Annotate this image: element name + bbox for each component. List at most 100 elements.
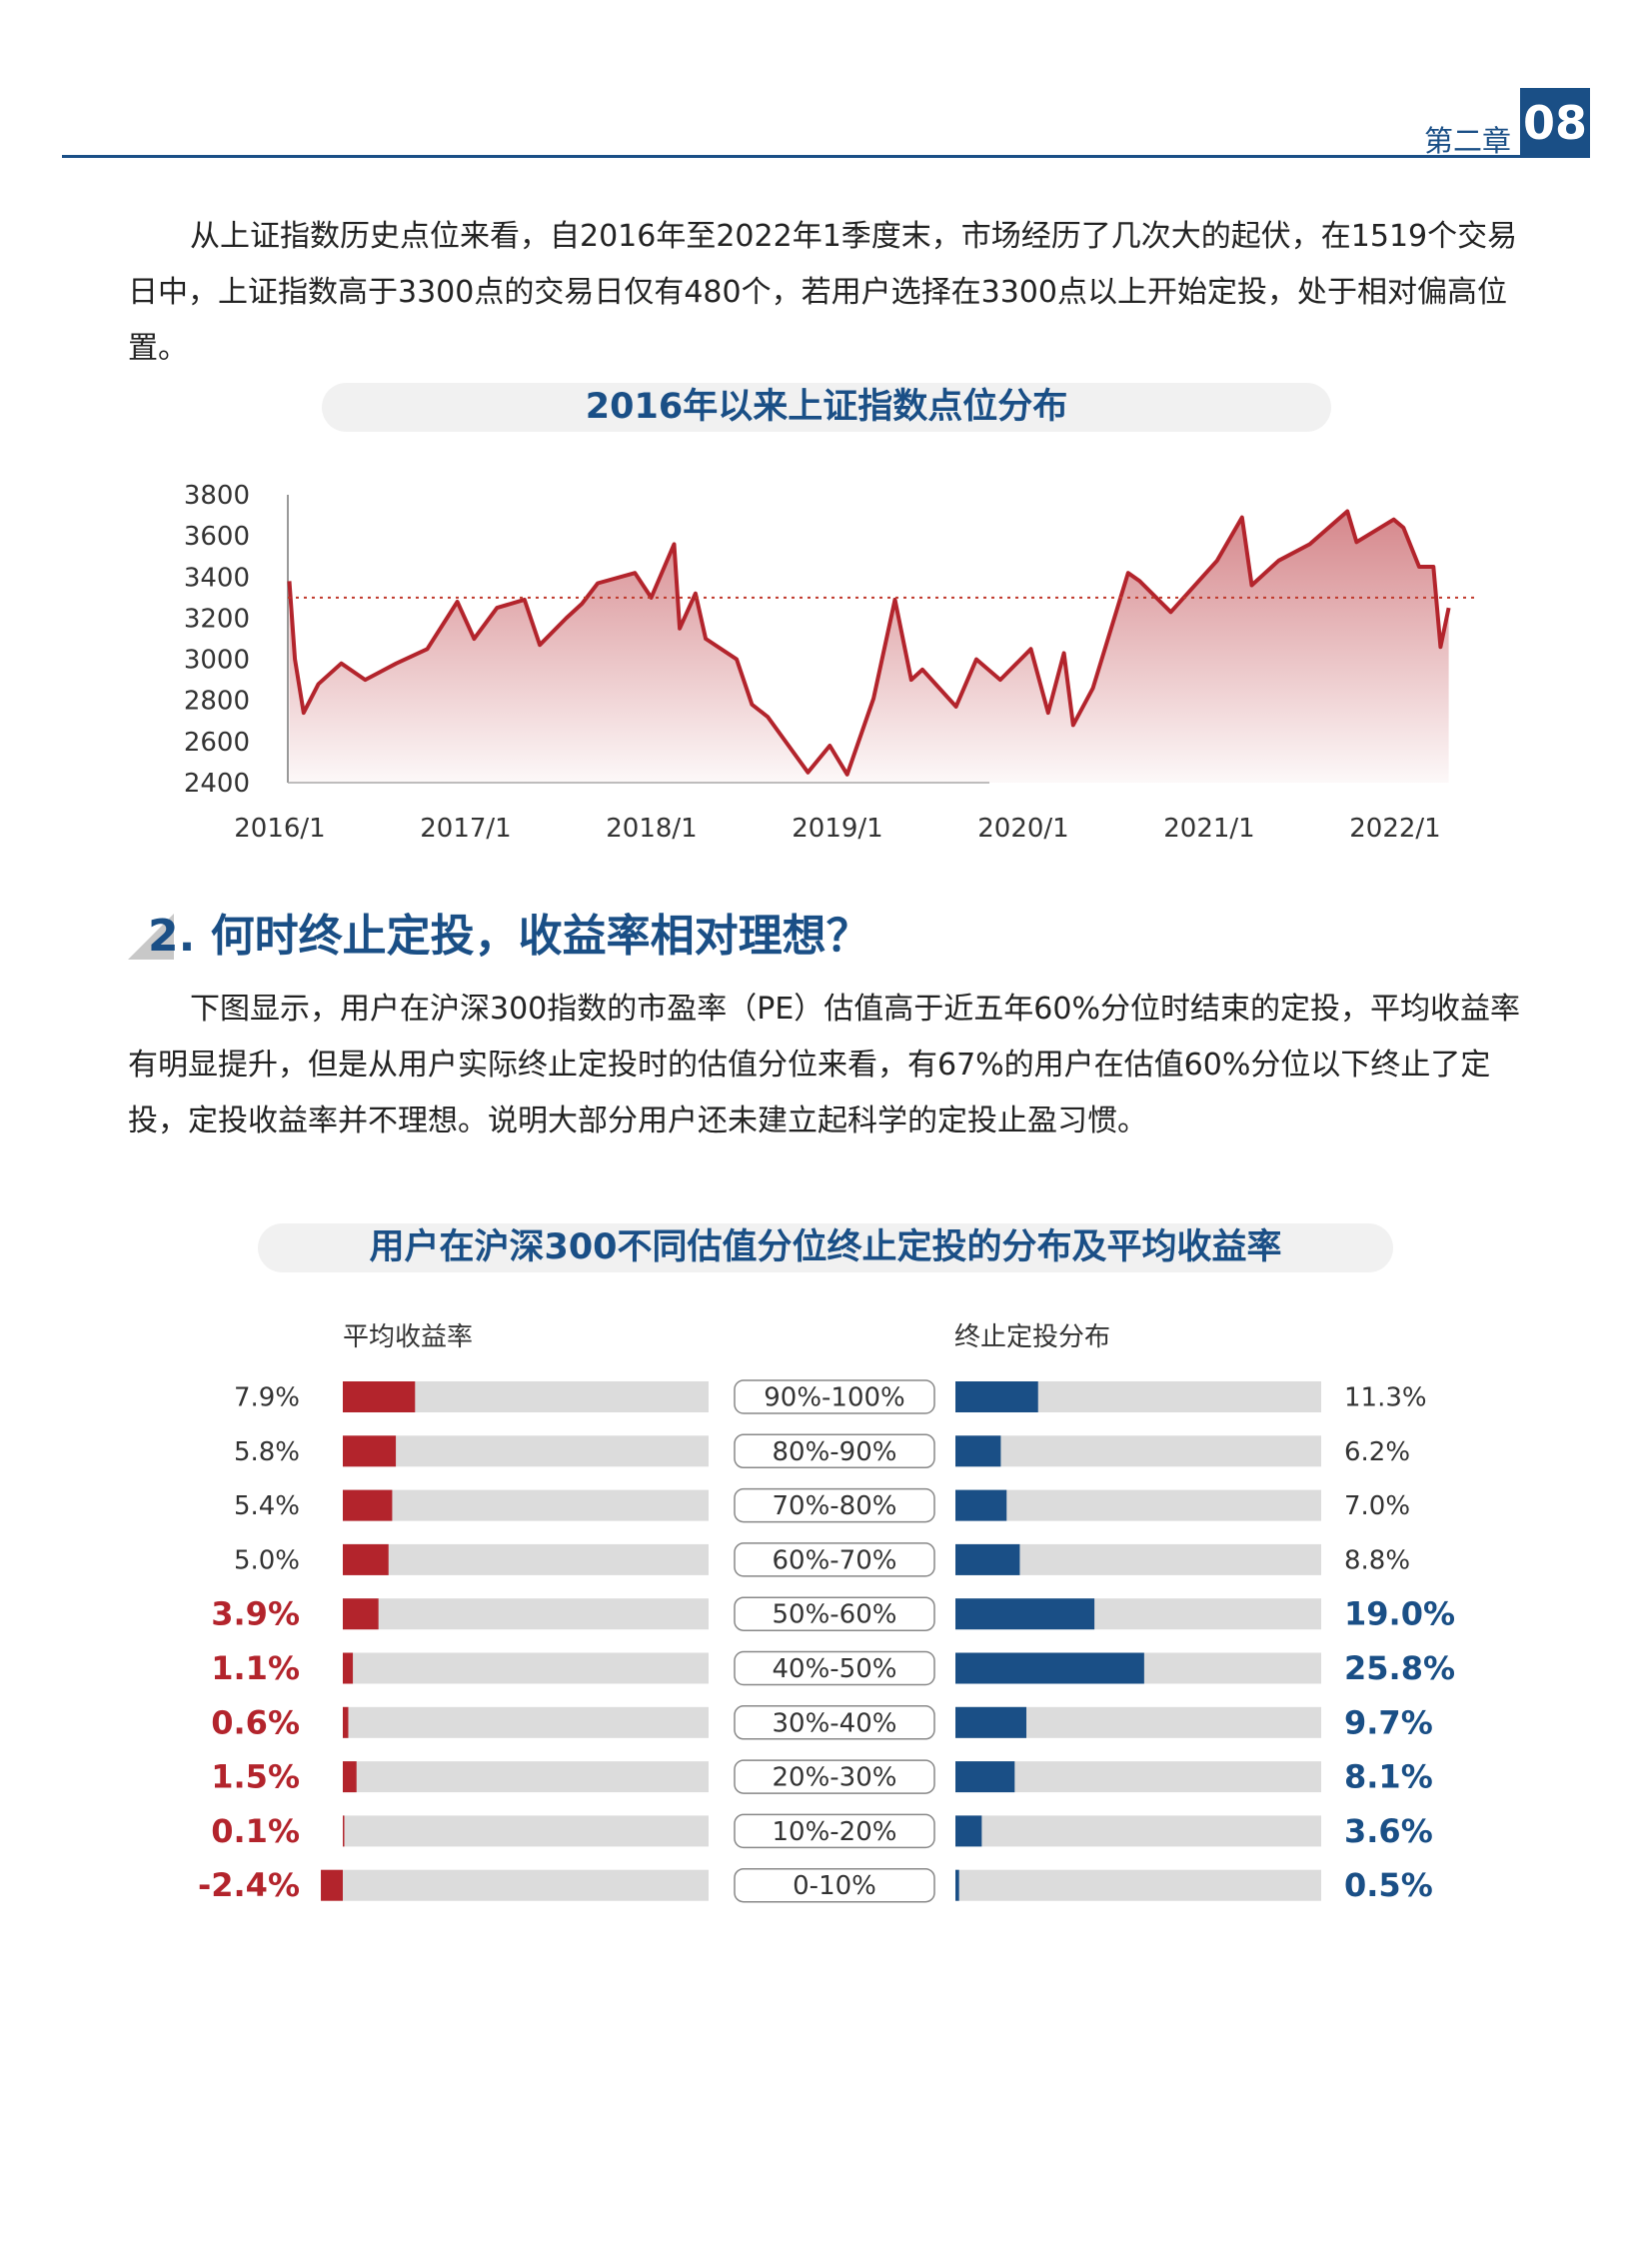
category-label: 70%-80% <box>773 1491 897 1521</box>
distribution-bar <box>955 1761 1015 1793</box>
distribution-bar <box>955 1489 1007 1521</box>
return-bar-track <box>343 1869 709 1901</box>
return-bar-track <box>343 1706 709 1738</box>
x-tick-label: 2021/1 <box>1163 814 1254 844</box>
distribution-bar <box>955 1435 1001 1467</box>
category-pill <box>734 1596 935 1631</box>
distribution-value-label: 3.6% <box>1344 1812 1433 1850</box>
distribution-value-label: 19.0% <box>1344 1595 1455 1633</box>
return-bar <box>343 1489 393 1521</box>
index-line-chart: 2400 2600 2800 3000 3200 3400 3600 3800 2016/1 20… <box>184 481 1474 844</box>
return-bar-track <box>343 1652 709 1684</box>
valuation-bar-chart: 平均收益率 终止定投分布 7.9% 90%-100% 11.3% 5.8% 80%-90% 6… <box>198 1322 1455 1904</box>
x-tick-label: 2017/1 <box>420 814 511 844</box>
return-value-label: 1.5% <box>211 1758 300 1796</box>
y-tick-label: 3400 <box>184 563 250 593</box>
category-label: 60%-70% <box>773 1545 897 1575</box>
return-value-label: 5.4% <box>234 1491 300 1521</box>
category-label: 10%-20% <box>773 1817 897 1847</box>
category-pill <box>734 1650 935 1686</box>
header-rule <box>62 155 1588 158</box>
return-bar <box>321 1869 343 1901</box>
category-label: 40%-50% <box>773 1654 897 1684</box>
return-bar-track <box>343 1489 709 1521</box>
x-tick-label: 2022/1 <box>1349 814 1440 844</box>
return-value-label: 1.1% <box>211 1649 300 1687</box>
category-pill <box>734 1487 935 1523</box>
distribution-bar <box>955 1869 959 1901</box>
y-tick-label: 2600 <box>184 728 250 758</box>
return-value-label: 5.0% <box>234 1545 300 1575</box>
distribution-bar <box>955 1815 982 1847</box>
distribution-bar <box>955 1598 1095 1630</box>
left-header: 平均收益率 <box>343 1322 473 1352</box>
return-bar <box>343 1381 416 1412</box>
category-pill <box>734 1813 935 1849</box>
return-bar <box>343 1543 389 1575</box>
y-tick-label: 2400 <box>184 769 250 799</box>
y-tick-label: 3600 <box>184 522 250 552</box>
distribution-bar-track <box>955 1869 1321 1901</box>
y-tick-label: 2800 <box>184 687 250 717</box>
chapter-label: 第二章 <box>1424 124 1512 158</box>
y-tick-label: 3800 <box>184 481 250 511</box>
category-label: 80%-90% <box>773 1437 897 1467</box>
distribution-bar-track <box>955 1761 1321 1793</box>
category-label: 90%-100% <box>764 1383 905 1413</box>
distribution-value-label: 8.8% <box>1344 1545 1410 1575</box>
category-label: 30%-40% <box>773 1708 897 1738</box>
distribution-bar-track <box>955 1435 1321 1467</box>
distribution-bar-track <box>955 1815 1321 1847</box>
y-tick-label: 3000 <box>184 646 250 676</box>
category-pill <box>734 1705 935 1740</box>
section-title: 2. 何时终止定投，收益率相对理想？ <box>148 911 870 962</box>
category-pill <box>734 1433 935 1469</box>
return-bar-track <box>343 1761 709 1793</box>
return-value-label: -2.4% <box>198 1866 300 1904</box>
category-pill <box>734 1542 935 1577</box>
return-bar <box>343 1761 357 1793</box>
intro-paragraph: 从上证指数历史点位来看，自2016年至2022年1季度末，市场经历了几次大的起伏… <box>128 219 1518 366</box>
page-number: 08 <box>1520 88 1590 158</box>
x-tick-label: 2018/1 <box>606 814 697 844</box>
distribution-value-label: 0.5% <box>1344 1866 1433 1904</box>
category-label: 20%-30% <box>773 1763 897 1793</box>
category-pill <box>734 1379 935 1414</box>
distribution-bar-track <box>955 1489 1321 1521</box>
category-label: 50%-60% <box>773 1600 897 1630</box>
category-label: 0-10% <box>793 1871 876 1901</box>
return-value-label: 0.1% <box>211 1812 300 1850</box>
index-area-fill <box>289 511 1449 783</box>
chart1-title: 2016年以来上证指数点位分布 <box>322 383 1331 432</box>
return-bar <box>343 1435 397 1467</box>
section-triangle-icon <box>128 914 174 960</box>
return-bar <box>343 1706 349 1738</box>
return-bar <box>343 1598 379 1630</box>
category-pill <box>734 1867 935 1903</box>
distribution-value-label: 11.3% <box>1344 1383 1427 1413</box>
distribution-value-label: 7.0% <box>1344 1491 1410 1521</box>
y-tick-label: 3200 <box>184 604 250 634</box>
distribution-bar <box>955 1652 1144 1684</box>
x-tick-label: 2019/1 <box>792 814 882 844</box>
distribution-value-label: 6.2% <box>1344 1437 1410 1467</box>
return-value-label: 5.8% <box>234 1437 300 1467</box>
return-bar-track <box>343 1543 709 1575</box>
distribution-value-label: 9.7% <box>1344 1703 1433 1741</box>
distribution-value-label: 25.8% <box>1344 1649 1455 1687</box>
return-value-label: 7.9% <box>234 1383 300 1413</box>
return-bar-track <box>343 1598 709 1630</box>
right-header: 终止定投分布 <box>954 1322 1110 1352</box>
analysis-paragraph: 下图显示，用户在沪深300指数的市盈率（PE）估值高于近五年60%分位时结束的定… <box>128 992 1520 1138</box>
x-tick-label: 2020/1 <box>977 814 1068 844</box>
return-value-label: 3.9% <box>211 1595 300 1633</box>
return-bar <box>343 1815 345 1847</box>
return-bar <box>343 1652 354 1684</box>
return-bar-track <box>343 1435 709 1467</box>
return-value-label: 0.6% <box>211 1703 300 1741</box>
index-series-line <box>287 509 1451 777</box>
chart2-title: 用户在沪深300不同估值分位终止定投的分布及平均收益率 <box>258 1223 1393 1272</box>
distribution-bar <box>955 1543 1020 1575</box>
distribution-bar <box>955 1381 1038 1412</box>
distribution-value-label: 8.1% <box>1344 1758 1433 1796</box>
